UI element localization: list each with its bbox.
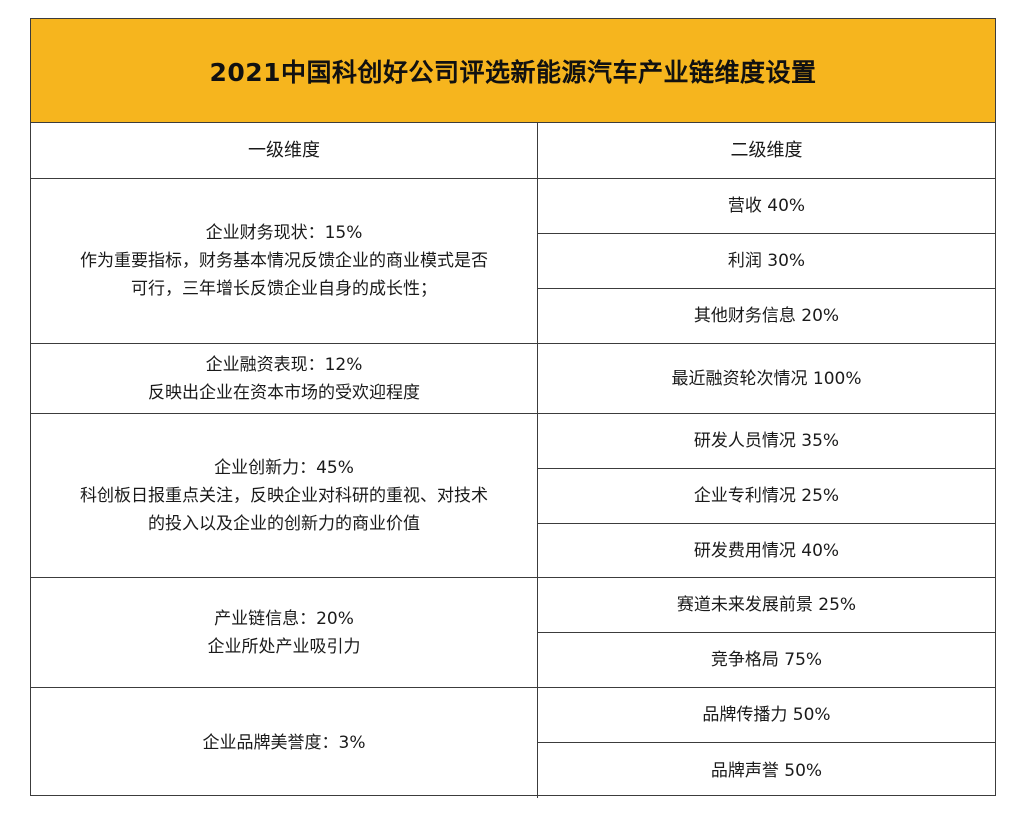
secondary-dimension: 利润 30%	[538, 234, 995, 289]
primary-dimension-desc: 反映出企业在资本市场的受欢迎程度	[148, 382, 420, 403]
primary-dimension-industry-chain: 产业链信息：20% 企业所处产业吸引力	[31, 578, 538, 688]
secondary-dimension: 研发费用情况 40%	[538, 524, 995, 578]
dimension-table: 2021中国科创好公司评选新能源汽车产业链维度设置 一级维度 二级维度 企业财务…	[30, 18, 996, 798]
table-title: 2021中国科创好公司评选新能源汽车产业链维度设置	[209, 57, 817, 87]
primary-dimension-name: 产业链信息：20%	[214, 608, 354, 629]
secondary-dimension: 企业专利情况 25%	[538, 469, 995, 524]
primary-dimension-desc: 企业所处产业吸引力	[207, 636, 361, 657]
secondary-dimension: 其他财务信息 20%	[538, 289, 995, 344]
header-level2: 二级维度	[538, 123, 995, 179]
secondary-dimension: 研发人员情况 35%	[538, 414, 995, 469]
secondary-dimension: 最近融资轮次情况 100%	[538, 344, 995, 414]
primary-dimension-name: 企业融资表现：12%	[205, 354, 363, 375]
primary-dimension-financing: 企业融资表现：12% 反映出企业在资本市场的受欢迎程度	[31, 344, 538, 414]
primary-dimension-name: 企业创新力：45%	[214, 457, 354, 478]
secondary-dimension: 赛道未来发展前景 25%	[538, 578, 995, 633]
title-bar: 2021中国科创好公司评选新能源汽车产业链维度设置	[31, 19, 995, 123]
primary-dimension-desc: 作为重要指标，财务基本情况反馈企业的商业模式是否	[80, 251, 488, 271]
secondary-dimension: 营收 40%	[538, 179, 995, 234]
primary-dimension-desc: 的投入以及企业的创新力的商业价值	[148, 513, 420, 534]
primary-dimension-brand: 企业品牌美誉度：3%	[31, 688, 538, 798]
primary-dimension-desc: 可行，三年增长反馈企业自身的成长性；	[131, 279, 437, 299]
header-level1: 一级维度	[31, 123, 538, 179]
secondary-dimension: 竞争格局 75%	[538, 633, 995, 688]
table-grid: 一级维度 二级维度 企业财务现状：15% 作为重要指标，财务基本情况反馈企业的商…	[31, 123, 995, 798]
secondary-dimension: 品牌声誉 50%	[710, 760, 823, 781]
primary-dimension-name: 企业财务现状：15%	[205, 223, 363, 243]
primary-dimension-desc: 科创板日报重点关注，反映企业对科研的重视、对技术	[80, 485, 488, 506]
secondary-dimension: 品牌传播力 50%	[538, 688, 995, 743]
primary-dimension-name: 企业品牌美誉度：3%	[202, 733, 366, 753]
primary-dimension-finance: 企业财务现状：15% 作为重要指标，财务基本情况反馈企业的商业模式是否 可行，三…	[31, 179, 538, 344]
primary-dimension-innovation: 企业创新力：45% 科创板日报重点关注，反映企业对科研的重视、对技术 的投入以及…	[31, 414, 538, 578]
